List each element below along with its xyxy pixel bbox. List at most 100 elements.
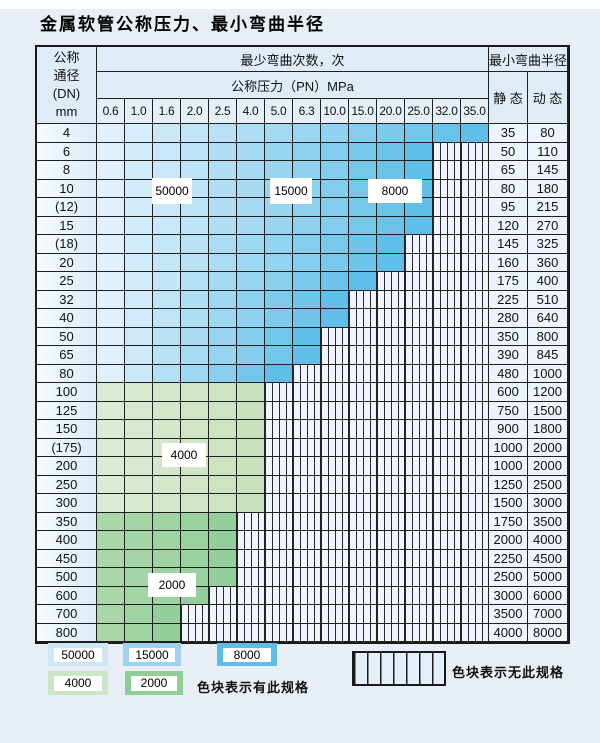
- dn-cell: 150: [37, 420, 97, 439]
- spec-cell: [405, 161, 433, 180]
- dynamic-cell: 400: [528, 272, 568, 291]
- static-cell: 2500: [489, 568, 528, 587]
- spec-cell: [97, 235, 125, 254]
- no-spec-cell: [461, 216, 489, 235]
- spec-cell: [265, 235, 293, 254]
- spec-cell: [321, 235, 349, 254]
- spec-cell: [265, 124, 293, 143]
- spec-cell: [349, 216, 377, 235]
- static-cell: 900: [489, 420, 528, 439]
- spec-cell: [321, 309, 349, 328]
- no-spec-cell: [265, 512, 293, 531]
- spec-cell: [125, 457, 153, 476]
- no-spec-cell: [433, 179, 461, 198]
- dynamic-cell: 2500: [528, 475, 568, 494]
- no-spec-cell: [265, 605, 293, 624]
- dn-cell: (12): [37, 198, 97, 217]
- no-spec-cell: [349, 327, 377, 346]
- pressure-tick: 20.0: [377, 99, 405, 124]
- spec-cell: [125, 235, 153, 254]
- no-spec-cell: [293, 549, 321, 568]
- spec-cell: [209, 235, 237, 254]
- dynamic-cell: 7000: [528, 605, 568, 624]
- spec-cell: [349, 253, 377, 272]
- no-spec-cell: [405, 438, 433, 457]
- spec-cell: [125, 494, 153, 513]
- dn-cell: 40: [37, 309, 97, 328]
- spec-cell: [125, 253, 153, 272]
- spec-cell: [125, 198, 153, 217]
- no-spec-cell: [377, 568, 405, 587]
- no-spec-cell: [293, 383, 321, 402]
- legend-swatch-2000: 2000: [125, 671, 183, 695]
- spec-cell: [293, 124, 321, 143]
- spec-cell: [349, 142, 377, 161]
- static-cell: 4000: [489, 623, 528, 642]
- pressure-tick: 0.6: [97, 99, 125, 124]
- spec-cell: [321, 272, 349, 291]
- dynamic-cell: 1000: [528, 364, 568, 383]
- cycle-label-2000: 2000: [148, 573, 196, 597]
- no-spec-cell: [433, 568, 461, 587]
- spec-cell: [209, 124, 237, 143]
- no-spec-cell: [181, 623, 209, 642]
- legend-swatch-label: 15000: [129, 647, 175, 662]
- spec-cell: [293, 309, 321, 328]
- no-spec-cell: [377, 364, 405, 383]
- spec-cell: [265, 346, 293, 365]
- pressure-tick: 32.0: [433, 99, 461, 124]
- no-spec-cell: [405, 605, 433, 624]
- dynamic-cell: 215: [528, 198, 568, 217]
- spec-cell: [97, 568, 125, 587]
- spec-cell: [97, 438, 125, 457]
- no-spec-cell: [349, 475, 377, 494]
- static-cell: 750: [489, 401, 528, 420]
- spec-cell: [125, 124, 153, 143]
- spec-cell: [125, 327, 153, 346]
- dynamic-cell: 510: [528, 290, 568, 309]
- spec-cell: [293, 235, 321, 254]
- no-spec-cell: [377, 309, 405, 328]
- no-spec-cell: [377, 438, 405, 457]
- pressure-tick: 1.6: [153, 99, 181, 124]
- no-spec-cell: [349, 549, 377, 568]
- no-spec-cell: [237, 586, 265, 605]
- no-spec-cell: [293, 605, 321, 624]
- spec-cell: [97, 124, 125, 143]
- dn-header-line: 公称: [53, 50, 80, 65]
- spec-cell: [97, 290, 125, 309]
- spec-cell: [237, 179, 265, 198]
- pressure-tick: 2.5: [209, 99, 237, 124]
- no-spec-cell: [405, 364, 433, 383]
- spec-cell: [377, 216, 405, 235]
- dn-cell: 4: [37, 124, 97, 143]
- dn-cell: (175): [37, 438, 97, 457]
- static-cell: 50: [489, 142, 528, 161]
- dn-header: 公称 通径 (DN) mm: [37, 47, 97, 124]
- spec-cell: [97, 623, 125, 642]
- no-spec-cell: [461, 420, 489, 439]
- spec-cell: [97, 364, 125, 383]
- dynamic-cell: 80: [528, 124, 568, 143]
- dn-header-line: mm: [55, 104, 78, 119]
- spec-cell: [181, 216, 209, 235]
- spec-cell: [153, 531, 181, 550]
- spec-cell: [97, 198, 125, 217]
- dn-cell: 20: [37, 253, 97, 272]
- spec-cell: [209, 309, 237, 328]
- static-cell: 1000: [489, 438, 528, 457]
- no-spec-cell: [461, 438, 489, 457]
- no-spec-cell: [293, 438, 321, 457]
- spec-cell: [209, 198, 237, 217]
- static-cell: 120: [489, 216, 528, 235]
- no-spec-cell: [461, 531, 489, 550]
- dn-cell: 200: [37, 457, 97, 476]
- no-spec-cell: [377, 290, 405, 309]
- no-spec-cell: [377, 383, 405, 402]
- spec-cell: [153, 161, 181, 180]
- no-spec-cell: [265, 457, 293, 476]
- legend-swatch-label: 2000: [131, 675, 177, 691]
- no-spec-cell: [237, 531, 265, 550]
- no-spec-cell: [433, 309, 461, 328]
- spec-cell: [293, 216, 321, 235]
